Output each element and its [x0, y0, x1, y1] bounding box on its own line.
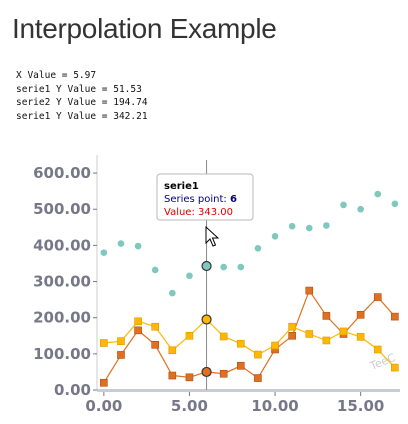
series-3 — [100, 315, 399, 372]
highlight-markers — [201, 260, 212, 378]
tooltip-series-point-label: Series point: — [164, 194, 230, 205]
readout-serie1-y-value-alt: serie1 Y Value = 342.21 — [16, 110, 148, 122]
highlight-point — [201, 260, 212, 272]
data-point — [391, 312, 399, 321]
tooltip-value: Value: 343.00 — [164, 207, 233, 218]
data-point — [356, 333, 365, 341]
series-line — [103, 318, 396, 369]
readout-serie2-y-value: serie2 Y Value = 194.74 — [16, 97, 148, 108]
data-point — [236, 339, 245, 348]
data-point — [117, 351, 125, 359]
data-point — [100, 339, 108, 347]
data-point — [271, 341, 279, 350]
data-point — [271, 233, 279, 240]
data-point — [288, 222, 296, 230]
data-point — [151, 341, 160, 349]
data-point — [237, 263, 245, 271]
data-point — [374, 190, 382, 198]
data-point — [323, 222, 330, 229]
data-point — [220, 263, 227, 271]
data-point — [168, 346, 177, 355]
data-point — [100, 378, 108, 387]
data-point — [288, 322, 296, 331]
data-point — [236, 361, 245, 370]
data-point — [168, 371, 177, 380]
data-point — [219, 332, 228, 341]
data-point — [288, 331, 296, 340]
data-point — [305, 286, 314, 295]
page-title: Interpolation Example — [12, 13, 277, 44]
series-1 — [100, 190, 399, 297]
data-point — [305, 330, 314, 338]
data-point — [356, 310, 365, 319]
tooltip-series-point-value: 6 — [230, 194, 237, 205]
x-axis-line — [97, 389, 400, 392]
chart-series — [100, 190, 399, 387]
data-point — [357, 205, 364, 213]
data-point — [169, 289, 176, 297]
data-point — [339, 327, 348, 336]
y-tick-label: 300.00 — [33, 273, 91, 291]
data-point — [391, 363, 399, 372]
x-tick-label: 0.00 — [85, 397, 122, 415]
readout-x-value: X Value = 5.97 — [16, 70, 97, 81]
tooltip-title: serie1 — [164, 181, 199, 192]
data-point — [134, 242, 142, 250]
data-point — [186, 272, 193, 280]
y-tick-label: 400.00 — [33, 236, 91, 254]
data-point — [185, 331, 194, 340]
data-point — [373, 293, 382, 301]
data-point — [151, 322, 160, 331]
data-point — [254, 244, 262, 252]
series-line — [103, 289, 396, 384]
data-point — [100, 249, 108, 256]
data-point — [185, 373, 194, 382]
data-point — [254, 374, 262, 382]
data-point — [134, 326, 142, 335]
data-point — [151, 266, 159, 274]
y-tick-label: 500.00 — [33, 200, 91, 218]
data-point — [219, 369, 228, 378]
tooltip: serie1 Series point: 6 Value: 343.00 — [156, 173, 254, 221]
x-tick-label: 15.00 — [337, 397, 384, 415]
y-tick-label: 200.00 — [33, 309, 91, 327]
series-2 — [100, 286, 399, 387]
y-tick-label: 600.00 — [33, 164, 91, 182]
mouse-pointer-icon — [205, 225, 220, 247]
data-point — [340, 201, 347, 209]
x-tick-label: 5.00 — [171, 397, 208, 415]
data-point — [373, 345, 382, 354]
data-point — [254, 350, 262, 359]
value-readout: X Value = 5.97 serie1 Y Value = 51.53 se… — [16, 69, 148, 123]
data-point — [117, 240, 125, 247]
chart-axes: 0.00 100.00 200.00 300.00 400.00 500.00 600.00… — [33, 155, 400, 415]
data-point — [322, 336, 331, 345]
tooltip-series-point: Series point: 6 — [164, 194, 237, 205]
data-point — [134, 317, 142, 326]
highlight-point — [201, 366, 212, 378]
data-point — [117, 337, 125, 345]
highlight-point — [201, 314, 212, 325]
readout-serie1-y-value: serie1 Y Value = 51.53 — [16, 83, 142, 95]
data-point — [322, 312, 331, 320]
x-tick-label: 10.00 — [251, 397, 298, 415]
y-tick-label: 100.00 — [33, 345, 91, 363]
data-point — [305, 224, 313, 232]
y-tick-label: 0.00 — [54, 381, 91, 399]
tooltip-box — [156, 173, 254, 221]
data-point — [391, 200, 399, 208]
